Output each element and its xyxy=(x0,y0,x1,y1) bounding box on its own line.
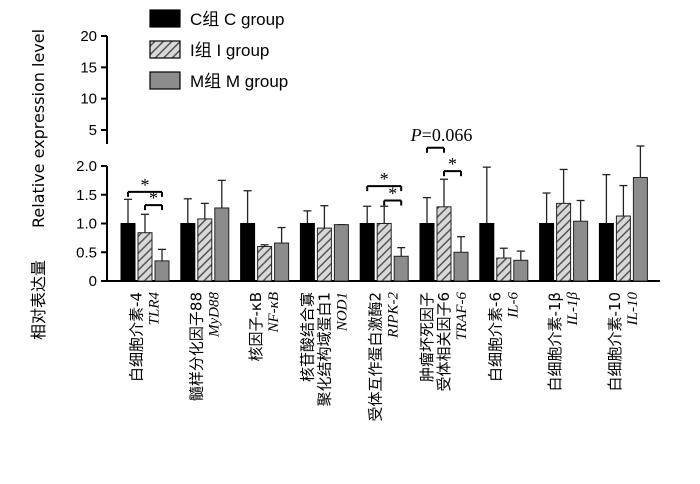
x-tick-label-zh: 白细胞介素-10 xyxy=(606,292,624,392)
bar xyxy=(615,215,631,282)
y-tick-label: 2.0 xyxy=(76,158,97,175)
bar xyxy=(154,260,170,282)
bar xyxy=(257,246,273,282)
bar xyxy=(197,218,213,282)
significance-annotations: *****P=0.066 xyxy=(127,125,473,211)
y-tick-label: 0 xyxy=(89,273,97,290)
x-tick-label-zh: 受体互作蛋白激酶2 xyxy=(367,292,385,422)
x-tick-label-zh: 白细胞介素-4 xyxy=(128,292,146,382)
bar xyxy=(573,220,589,282)
legend-swatch xyxy=(149,9,181,28)
x-axis-labels: 白细胞介素-4 TLR4 髓样分化因子88 MyD88 核因子-κB NF-κB 核苷酸结合… xyxy=(128,291,641,421)
bar xyxy=(436,206,452,282)
y-tick-label: 20 xyxy=(80,28,97,45)
legend-label: C组 C group xyxy=(190,10,284,29)
legend-swatch xyxy=(149,71,181,90)
x-tick-label-en: MyD88 xyxy=(206,292,222,338)
x-tick-label-zh: 受体相关因子6 xyxy=(435,292,453,392)
bar xyxy=(632,177,648,282)
x-tick-label-en: NF-κB xyxy=(266,292,282,334)
bar xyxy=(299,223,315,282)
x-tick-label-zh: 白细胞介素-6 xyxy=(486,292,504,382)
bar xyxy=(180,223,196,282)
y-tick-label: 5 xyxy=(89,122,97,139)
bar xyxy=(496,257,512,282)
significance-star: * xyxy=(141,175,150,195)
bar xyxy=(333,224,349,282)
x-tick-label-en: RIPK-2 xyxy=(386,292,402,339)
x-tick-label-zh: 肿瘤坏死因子 xyxy=(418,292,436,382)
bar xyxy=(137,232,153,282)
y-tick-label: 1.5 xyxy=(76,187,97,204)
significance-star: * xyxy=(149,188,158,208)
bar xyxy=(479,223,495,282)
bar xyxy=(316,227,332,282)
bar xyxy=(393,255,409,282)
bar xyxy=(274,242,290,282)
bar xyxy=(556,202,572,282)
legend-label: M组 M group xyxy=(190,72,288,91)
bar xyxy=(419,223,435,282)
significance-star: * xyxy=(448,154,457,174)
x-tick-label-en: TLR4 xyxy=(147,292,163,326)
x-tick-label-en: IL-10 xyxy=(625,292,641,327)
bar xyxy=(359,223,375,282)
bar xyxy=(376,223,392,282)
bar xyxy=(513,259,529,282)
y-tick-label: 10 xyxy=(80,91,97,108)
y-axis-title-zh: 相对表达量 xyxy=(29,260,48,340)
x-tick-label-en: IL-1β xyxy=(565,291,581,326)
y-axis-title-en: Relative expression level xyxy=(29,29,48,228)
legend-label: I组 I group xyxy=(190,41,269,60)
p-value-label: P=0.066 xyxy=(410,125,473,145)
bar xyxy=(240,223,256,282)
x-tick-label-en: IL-6 xyxy=(505,292,521,319)
legend-swatch xyxy=(149,40,181,59)
significance-star: * xyxy=(380,169,389,189)
x-tick-label-zh: 聚化结构域蛋白1 xyxy=(315,292,333,407)
x-tick-label-en: TRAF-6 xyxy=(454,292,470,341)
y-axis-title: 相对表达量 Relative expression level xyxy=(29,29,48,340)
x-tick-label-zh: 白细胞介素-1β xyxy=(546,292,564,392)
x-tick-label-en: NOD1 xyxy=(334,292,350,332)
bar xyxy=(539,223,555,282)
y-tick-label: 15 xyxy=(80,59,97,76)
significance-star: * xyxy=(388,184,397,204)
x-tick-label-zh: 核苷酸结合寡 xyxy=(298,292,316,382)
legend: C组 C group I组 I group M组 M group xyxy=(149,9,288,91)
x-tick-label-zh: 核因子-κB xyxy=(247,292,265,362)
bar xyxy=(214,207,230,282)
y-tick-label: 0.5 xyxy=(76,244,97,261)
x-tick-label-zh: 髓样分化因子88 xyxy=(187,292,205,401)
bar xyxy=(453,251,469,282)
y-tick-label: 1.0 xyxy=(76,216,97,233)
bars-group xyxy=(120,145,648,282)
bar xyxy=(598,223,614,282)
bar xyxy=(120,223,136,282)
